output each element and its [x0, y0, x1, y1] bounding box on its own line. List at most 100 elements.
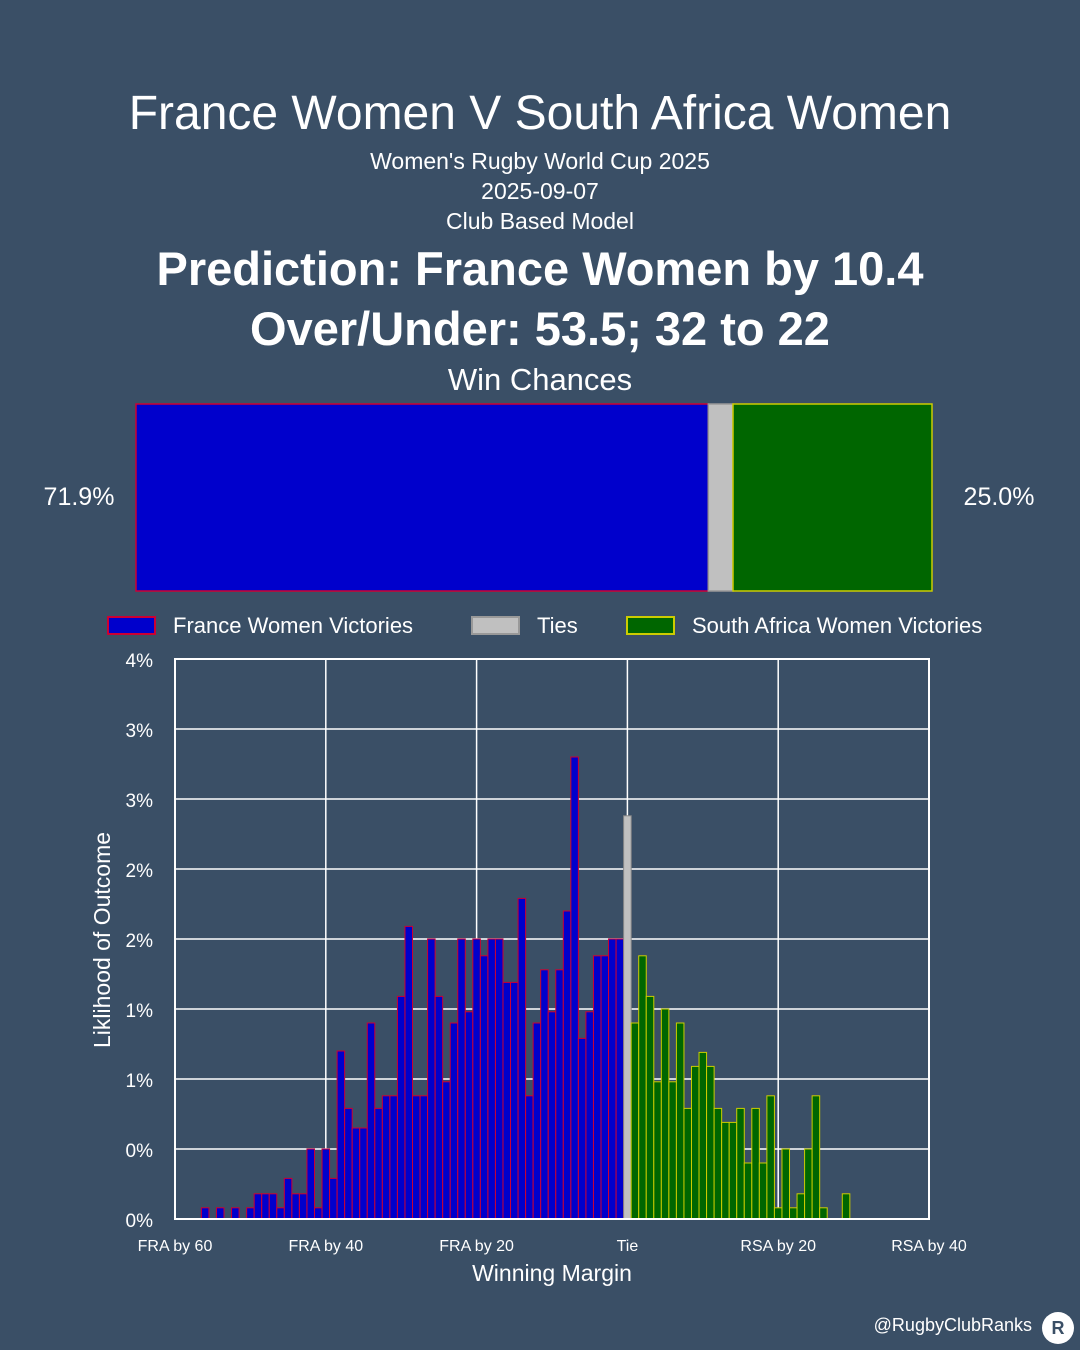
x-axis-label: Winning Margin — [472, 1260, 632, 1286]
bar-south-africa — [721, 1121, 730, 1220]
bar-france — [215, 1207, 225, 1220]
bar-france — [532, 1022, 542, 1220]
bar-south-africa — [841, 1193, 851, 1220]
bar-france — [434, 995, 444, 1220]
bar-france — [517, 897, 527, 1220]
bar-france — [268, 1193, 278, 1220]
bar-france — [412, 1095, 421, 1220]
model-name: Club Based Model — [446, 208, 634, 234]
legend-label-away: South Africa Women Victories — [692, 613, 982, 638]
x-tick-label: Tie — [617, 1238, 639, 1255]
bar-france — [381, 1095, 391, 1220]
y-axis-label: Liklihood of Outcome — [89, 832, 115, 1048]
y-tick-label: 3% — [126, 721, 154, 742]
y-tick-label: 1% — [126, 1071, 154, 1092]
prediction-text: Prediction: France Women by 10.4 — [156, 242, 924, 295]
match-date: 2025-09-07 — [481, 178, 599, 204]
bar-france — [374, 1107, 383, 1220]
bar-france — [246, 1207, 255, 1220]
y-tick-labels: 0% 0% 1% 1% 2% 2% 3% 3% 4% — [126, 651, 154, 1232]
x-tick-labels: FRA by 60 FRA by 40 FRA by 20 Tie RSA by 20 R… — [138, 1238, 967, 1255]
bar-south-africa — [713, 1107, 723, 1220]
bar-france — [577, 1037, 587, 1220]
bar-france — [494, 938, 504, 1220]
win-chance-away-label: 25.0% — [964, 483, 1035, 511]
legend-swatch-home — [107, 616, 156, 635]
bar-france — [472, 938, 481, 1220]
bar-south-africa — [675, 1022, 685, 1220]
bar-france — [487, 938, 496, 1220]
y-tick-label: 0% — [126, 1141, 154, 1162]
x-tick-label: RSA by 40 — [891, 1238, 967, 1255]
y-tick-label: 1% — [126, 1001, 154, 1022]
x-tick-label: FRA by 20 — [439, 1238, 514, 1255]
bar-france — [525, 1095, 534, 1220]
bar-south-africa — [668, 1081, 677, 1220]
bar-france — [336, 1050, 346, 1220]
bar-france — [366, 1022, 376, 1220]
bar-france — [457, 938, 466, 1220]
bar-france — [585, 1011, 594, 1220]
bar-south-africa — [743, 1162, 753, 1220]
bar-france — [419, 1095, 429, 1220]
y-tick-label: 3% — [126, 791, 154, 812]
bar-south-africa — [660, 1008, 670, 1220]
bar-france — [555, 969, 564, 1220]
bar-france — [283, 1177, 293, 1220]
x-tick-label: RSA by 20 — [740, 1238, 816, 1255]
bar-france — [600, 955, 610, 1220]
bar-france — [615, 938, 625, 1220]
bar-south-africa — [796, 1193, 806, 1220]
bar-france — [313, 1207, 323, 1220]
bar-south-africa — [819, 1207, 828, 1220]
bar-south-africa — [653, 1081, 662, 1220]
brand-logo: R — [1042, 1312, 1074, 1344]
bar-france — [427, 938, 436, 1220]
bar-france — [253, 1193, 263, 1220]
bar-france — [464, 1011, 474, 1220]
bar-south-africa — [773, 1207, 783, 1220]
bar-france — [570, 756, 579, 1220]
x-tick-label: FRA by 40 — [288, 1238, 363, 1255]
plot-frame — [174, 658, 930, 1220]
bar-france — [396, 995, 406, 1220]
bar-south-africa — [728, 1121, 738, 1220]
y-tick-label: 2% — [126, 861, 154, 882]
bar-south-africa — [789, 1207, 798, 1220]
legend-swatch-tie — [471, 616, 520, 635]
bar-france — [510, 981, 519, 1220]
bar-south-africa — [758, 1162, 768, 1220]
bar-france — [351, 1127, 361, 1220]
bar-south-africa — [638, 955, 647, 1220]
bar-south-africa — [690, 1065, 700, 1220]
bar-france — [261, 1193, 270, 1220]
bar-france — [200, 1207, 210, 1220]
bar-france — [306, 1148, 315, 1220]
bar-south-africa — [683, 1107, 692, 1220]
bar-south-africa — [736, 1107, 745, 1220]
bar-south-africa — [698, 1051, 708, 1220]
bar-south-africa — [781, 1148, 791, 1220]
win-chances-title: Win Chances — [447, 362, 633, 397]
bar-tie — [623, 815, 632, 1220]
bar-south-africa — [630, 1022, 640, 1220]
win-chance-home-label: 71.9% — [44, 483, 115, 511]
bar-france — [404, 925, 414, 1220]
bar-south-africa — [751, 1107, 760, 1220]
bar-france — [562, 910, 572, 1220]
bar-south-africa — [706, 1065, 715, 1220]
x-tick-label: FRA by 60 — [138, 1238, 213, 1255]
bar-france — [449, 1022, 459, 1220]
bar-france — [547, 1011, 557, 1220]
footer-handle: @RugbyClubRanks — [873, 1315, 1032, 1335]
bar-france — [540, 969, 549, 1220]
bar-south-africa — [766, 1095, 775, 1220]
win-chance-away-segment — [732, 403, 933, 592]
bar-france — [321, 1148, 331, 1220]
competition-subtitle: Women's Rugby World Cup 2025 — [370, 148, 710, 174]
bar-france — [298, 1193, 308, 1220]
bar-france — [592, 955, 602, 1220]
over-under-text: Over/Under: 53.5; 32 to 22 — [250, 302, 830, 355]
match-title: France Women V South Africa Women — [128, 87, 952, 140]
